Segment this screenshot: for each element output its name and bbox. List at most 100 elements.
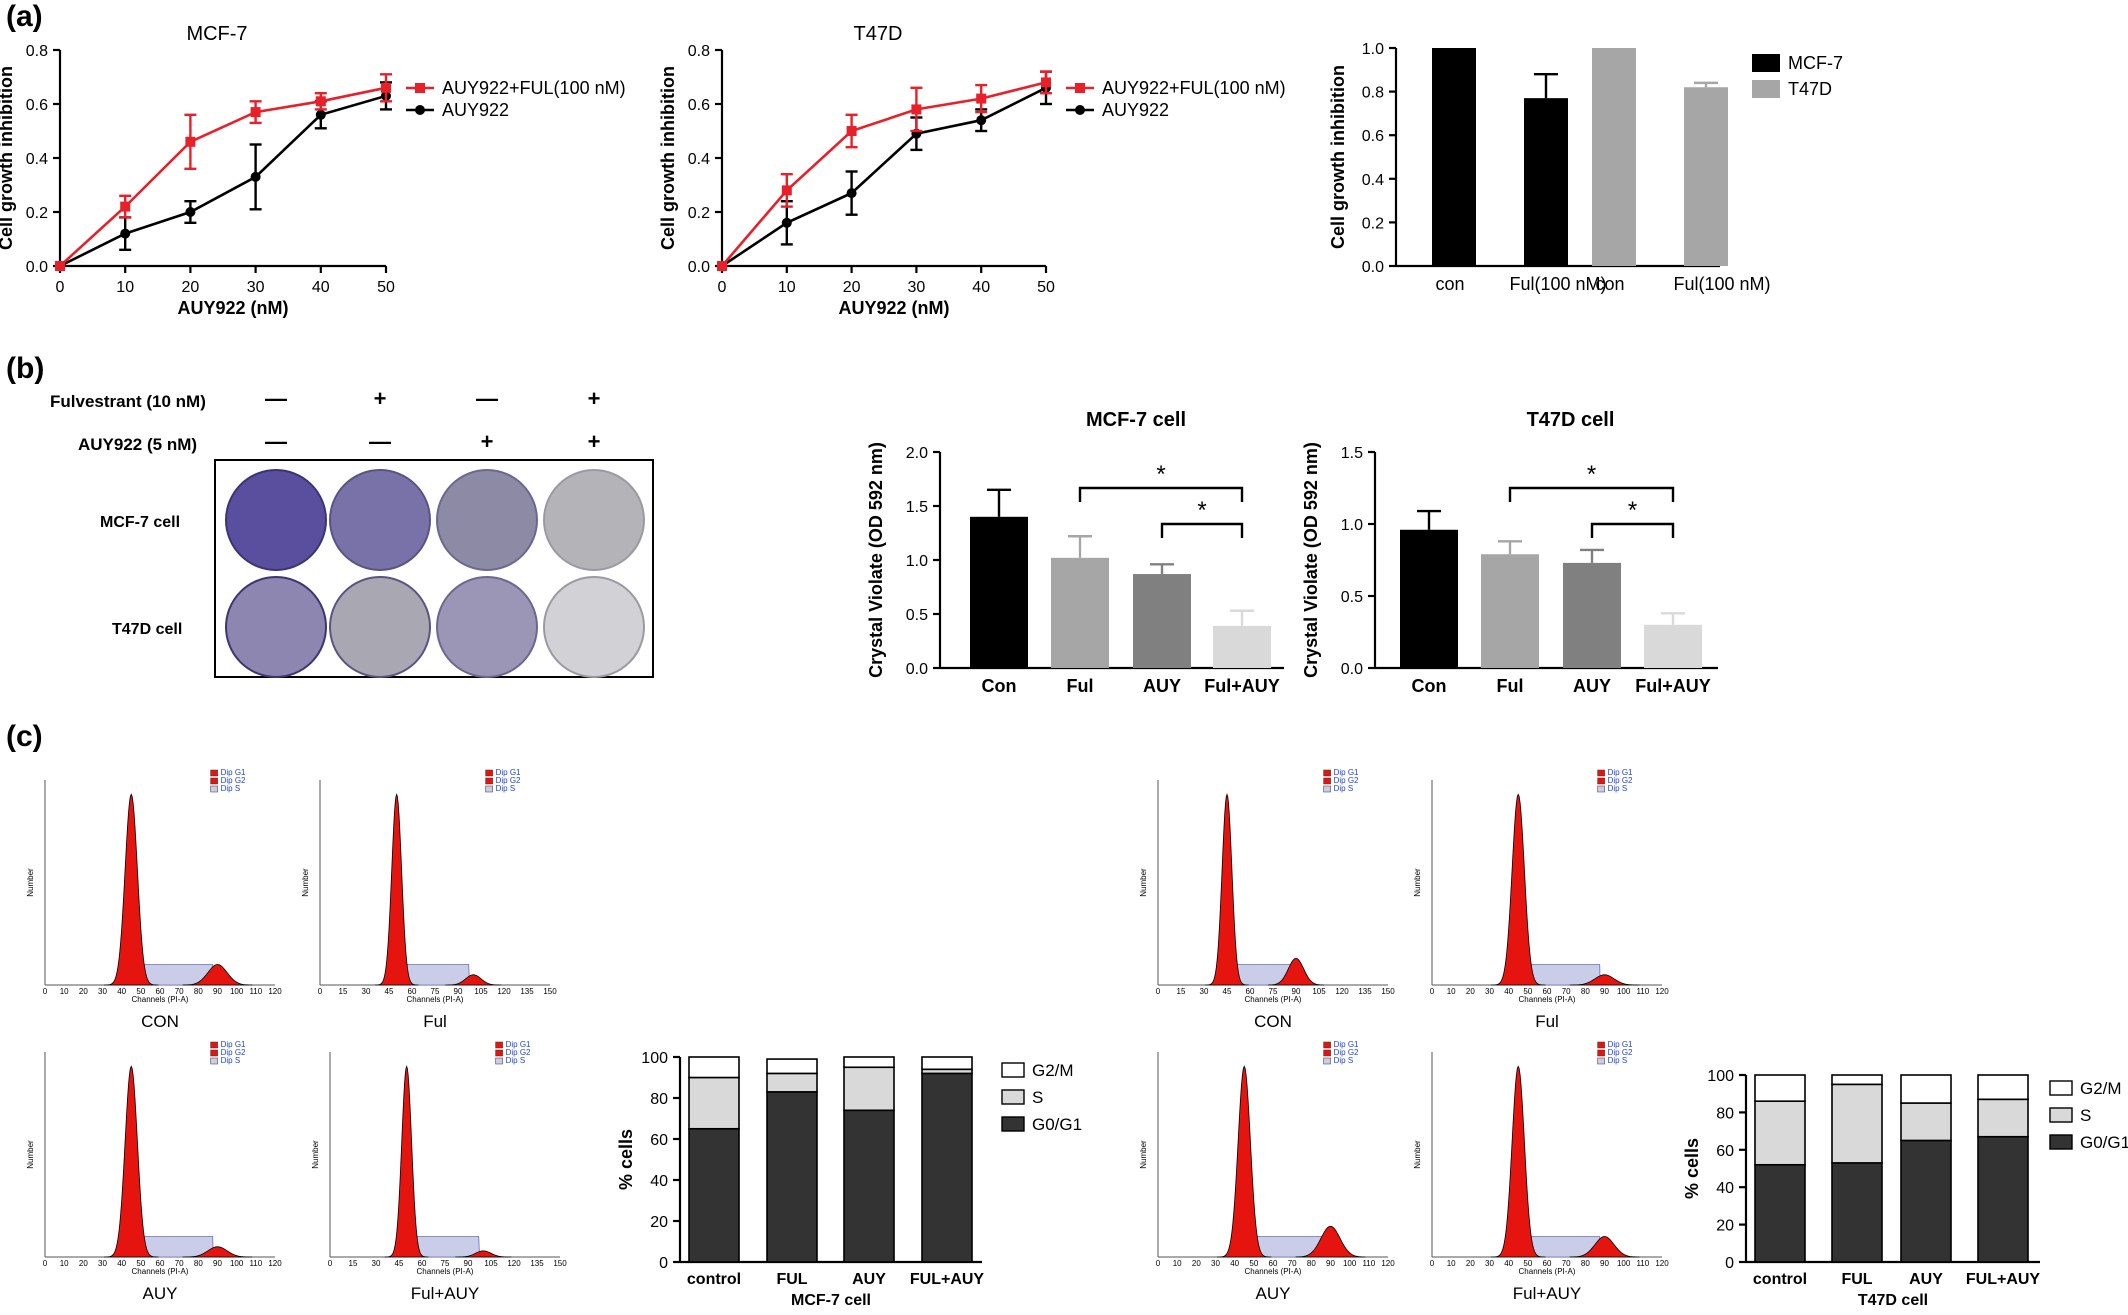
x-tick-label: 110 bbox=[1636, 987, 1649, 996]
stacked-segment bbox=[1977, 1098, 2029, 1138]
x-tick-label: 0 bbox=[328, 1259, 333, 1268]
x-axis-label: Channels (PI-A) bbox=[1245, 1267, 1302, 1276]
y-tick-label: 0.2 bbox=[688, 205, 710, 222]
x-tick-label: FUL+AUY bbox=[910, 1271, 985, 1288]
x-tick-label: 60 bbox=[418, 1259, 427, 1268]
x-tick-label: 20 bbox=[79, 1259, 88, 1268]
chart-title: T47D bbox=[854, 23, 903, 45]
flow-legend-swatch bbox=[495, 1057, 503, 1065]
y-tick-label: 100 bbox=[1707, 1068, 1734, 1085]
y-tick-label: 0.5 bbox=[1341, 589, 1363, 606]
x-tick-label: 0 bbox=[43, 987, 48, 996]
fulvestrant-sign: — bbox=[265, 386, 287, 411]
y-tick-label: 0.2 bbox=[1362, 215, 1384, 232]
culture-well bbox=[329, 576, 431, 678]
panel-letter-b: (b) bbox=[6, 352, 44, 385]
stacked-segment bbox=[1831, 1083, 1883, 1164]
x-tick-label: con bbox=[1435, 274, 1464, 294]
dip-s-area bbox=[403, 964, 470, 986]
significance-label: * bbox=[1587, 461, 1596, 488]
y-tick-label: 0.0 bbox=[906, 661, 928, 678]
stacked-segment bbox=[1977, 1135, 2029, 1263]
x-tick-label: 30 bbox=[372, 1259, 381, 1268]
y-tick-label: 0.0 bbox=[26, 259, 48, 276]
stacked-segment bbox=[921, 1072, 973, 1263]
x-tick-label: 90 bbox=[1292, 987, 1301, 996]
flow-legend-swatch bbox=[1323, 769, 1331, 777]
flow-legend-label: Dip G2 bbox=[1334, 1048, 1359, 1057]
x-tick-label: 100 bbox=[1617, 987, 1631, 996]
flow-legend-label: Dip G1 bbox=[221, 768, 246, 777]
x-tick-label: 20 bbox=[1466, 987, 1475, 996]
legend-label: G0/G1 bbox=[2080, 1133, 2128, 1152]
x-tick-label: 120 bbox=[1655, 1259, 1669, 1268]
chart-a2: 0.0 0.2 0.4 0.6 0.8 0 10 20 30 40 50 AUY922 (nM) Cel… bbox=[658, 23, 1286, 318]
data-point bbox=[781, 217, 792, 228]
x-tick-label: 80 bbox=[1581, 987, 1590, 996]
x-tick-label: 30 bbox=[98, 987, 107, 996]
legend-label: S bbox=[2080, 1106, 2091, 1125]
legend-label: G2/M bbox=[2080, 1079, 2122, 1098]
flow-legend-swatch bbox=[210, 785, 218, 793]
dip-s-area bbox=[1526, 1236, 1601, 1258]
flow-legend-label: Dip G2 bbox=[221, 1048, 246, 1057]
data-point bbox=[911, 104, 922, 115]
dip-g2-peak bbox=[455, 1250, 512, 1258]
data-point bbox=[315, 109, 326, 120]
dip-s-area bbox=[413, 1236, 480, 1258]
stacked-segment bbox=[843, 1109, 895, 1263]
legend-swatch bbox=[1001, 1089, 1025, 1105]
legend-swatch bbox=[1752, 80, 1780, 98]
x-axis-label: AUY922 (nM) bbox=[177, 298, 288, 318]
panel-letter-c: (c) bbox=[6, 720, 43, 753]
data-point bbox=[846, 126, 857, 136]
flow-legend-swatch bbox=[1597, 785, 1605, 793]
flow-caption: CON bbox=[1254, 1012, 1292, 1031]
flow-caption: Ful+AUY bbox=[411, 1284, 480, 1303]
legend-swatch bbox=[1001, 1116, 1025, 1132]
x-tick-label: 20 bbox=[79, 987, 88, 996]
x-tick-label: 60 bbox=[156, 1259, 165, 1268]
flow-histogram: 0 10 20 30 40 50 60 70 80 90 100 110 120 Channels (PI… bbox=[1413, 1040, 1669, 1303]
fulvestrant-row-label: Fulvestrant (10 nM) bbox=[50, 392, 206, 411]
x-axis-label: MCF-7 cell bbox=[791, 1292, 871, 1309]
x-tick-label: 100 bbox=[1343, 1259, 1357, 1268]
stacked-segment bbox=[1900, 1139, 1952, 1263]
bar bbox=[1400, 529, 1458, 668]
flow-legend-swatch bbox=[1597, 769, 1605, 777]
x-tick-label: 10 bbox=[60, 1259, 69, 1268]
x-tick-label: Ful(100 nM) bbox=[1673, 274, 1770, 294]
x-tick-label: 70 bbox=[1562, 987, 1571, 996]
x-tick-label: 45 bbox=[395, 1259, 404, 1268]
dip-s-area bbox=[1252, 1236, 1327, 1258]
bar bbox=[1133, 574, 1191, 668]
y-tick-label: 2.0 bbox=[906, 445, 928, 462]
x-tick-label: FUL bbox=[1841, 1271, 1872, 1288]
x-tick-label: 0 bbox=[1156, 1259, 1161, 1268]
x-tick-label: 50 bbox=[1249, 1259, 1258, 1268]
series-line bbox=[59, 94, 387, 268]
flow-legend-swatch bbox=[1323, 785, 1331, 793]
x-tick-label: Ful bbox=[1067, 676, 1094, 696]
x-tick-label: 90 bbox=[464, 1259, 473, 1268]
culture-well bbox=[543, 469, 645, 571]
flow-legend-swatch bbox=[1597, 777, 1605, 785]
y-axis-label: Number bbox=[1139, 1140, 1148, 1169]
culture-well bbox=[436, 576, 538, 678]
x-tick-label: 0 bbox=[1430, 987, 1435, 996]
x-tick-label: 30 bbox=[1485, 1259, 1494, 1268]
x-tick-label: 50 bbox=[1523, 987, 1532, 996]
x-tick-label: 120 bbox=[1335, 987, 1349, 996]
series-line bbox=[721, 86, 1047, 268]
flow-legend-swatch bbox=[210, 1041, 218, 1049]
crystal-violet-plates: Fulvestrant (10 nM) AUY922 (5 nM) — + — + — —… bbox=[50, 386, 654, 678]
culture-well bbox=[225, 469, 327, 571]
flow-histogram: 0 15 30 45 60 75 90 105 120 135 150 Channels (PI-A)… bbox=[311, 1040, 567, 1303]
bar bbox=[1432, 48, 1476, 266]
x-tick-label: AUY bbox=[1909, 1271, 1943, 1288]
dip-s-area bbox=[139, 1236, 214, 1258]
x-tick-label: 120 bbox=[507, 1259, 521, 1268]
data-point bbox=[250, 107, 261, 118]
bar bbox=[1524, 98, 1568, 266]
culture-well bbox=[225, 576, 327, 678]
